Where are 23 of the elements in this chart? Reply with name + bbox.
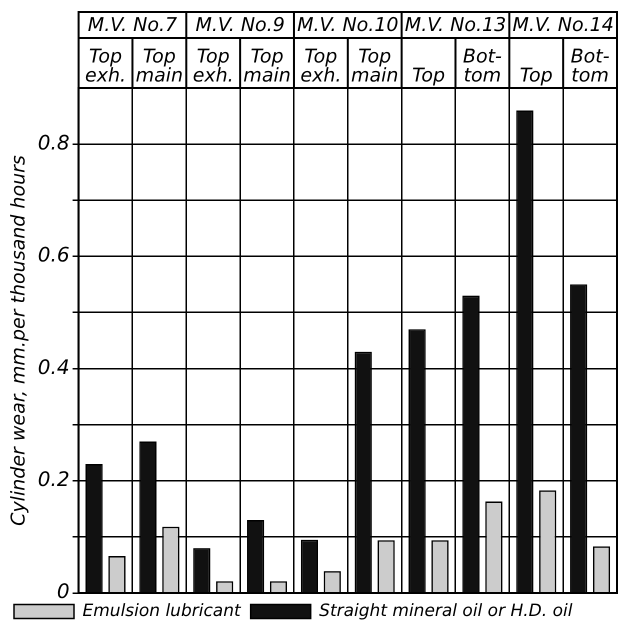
text: M.V. No.13 — [404, 14, 506, 36]
x-tick-label: Top — [412, 64, 446, 86]
text: M.V. No.7 — [88, 14, 178, 36]
text: M.V. No.14 — [512, 14, 614, 36]
y-axis-title: Cylinder wear, mm.per thousand hours — [7, 155, 30, 526]
legend-label: Straight mineral oil or H.D. oil — [319, 600, 573, 621]
x-tick-label: Top main — [350, 45, 398, 86]
x-tick-label: Bot-tom — [570, 45, 610, 86]
x-tick-label: Top — [520, 64, 553, 86]
x-tick-label: Top exh. — [300, 45, 342, 86]
y-tick-label: 0.2 — [38, 466, 70, 491]
x-tick-label: Top main — [243, 45, 291, 86]
y-tick-label: 0 — [56, 579, 70, 604]
text: M.V. No.10 — [297, 14, 398, 36]
x-tick-label: Top main — [136, 45, 184, 86]
x-tick-label: Top exh. — [192, 45, 234, 86]
text: M.V. No.9 — [195, 14, 285, 36]
y-tick-label: 0.8 — [38, 130, 70, 154]
x-tick-label: Bot-tom — [462, 45, 502, 86]
x-tick-label: Top exh. — [85, 45, 126, 86]
legend-label: Emulsion lubricant — [82, 600, 242, 621]
y-tick-label: 0.6 — [38, 242, 70, 267]
y-tick-label: 0.4 — [38, 354, 70, 379]
